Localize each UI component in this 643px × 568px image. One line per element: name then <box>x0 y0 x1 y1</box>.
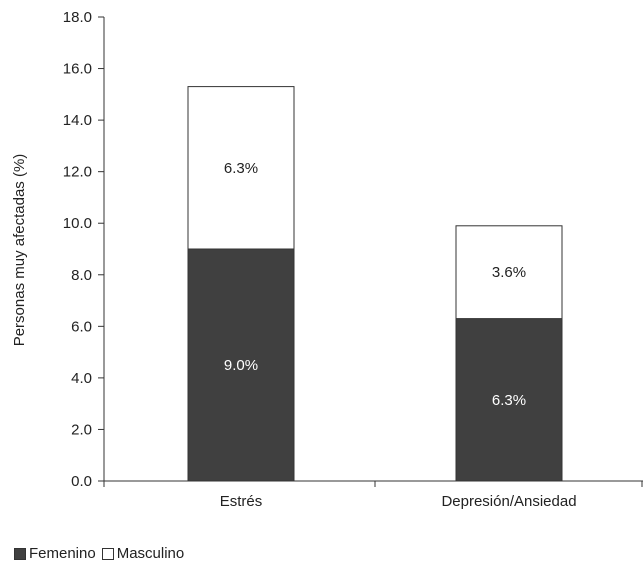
bar-segment-femenino <box>455 318 563 482</box>
data-labels: 9.0% 6.3% 6.3% 3.6% <box>224 160 526 409</box>
y-tick-label: 2.0 <box>71 421 92 438</box>
legend-swatch-femenino <box>14 547 26 560</box>
legend-item-femenino: Femenino <box>14 545 96 562</box>
x-tick-label: Estrés <box>220 493 263 510</box>
bar-segment-femenino <box>187 248 295 482</box>
legend-swatch-masculino <box>101 547 114 560</box>
y-tick-label: 8.0 <box>71 267 92 284</box>
y-axis: 0.0 2.0 4.0 6.0 8.0 10.0 12.0 14.0 16.0 18.0 <box>63 9 105 490</box>
y-tick-label: 18.0 <box>63 9 92 26</box>
data-label: 3.6% <box>492 264 526 281</box>
x-axis: Estrés Depresión/Ansiedad <box>103 480 643 510</box>
legend-label-masculino: Masculino <box>116 545 185 562</box>
y-axis-title: Personas muy afectadas (%) <box>11 154 28 347</box>
bars <box>187 86 563 482</box>
data-label: 9.0% <box>224 357 258 374</box>
legend: Femenino Masculino <box>14 545 190 562</box>
legend-item-masculino: Masculino <box>101 545 185 562</box>
y-tick-label: 10.0 <box>63 215 92 232</box>
bar-segment-masculino <box>187 86 295 250</box>
legend-label-femenino: Femenino <box>29 545 96 562</box>
y-tick-label: 0.0 <box>71 473 92 490</box>
bar-segment-masculino <box>455 225 563 320</box>
x-tick-label: Depresión/Ansiedad <box>441 493 576 510</box>
y-tick-label: 6.0 <box>71 318 92 335</box>
y-tick-label: 14.0 <box>63 112 92 129</box>
data-label: 6.3% <box>224 160 258 177</box>
data-label: 6.3% <box>492 392 526 409</box>
y-tick-label: 12.0 <box>63 164 92 181</box>
y-tick-label: 16.0 <box>63 61 92 78</box>
y-tick-label: 4.0 <box>71 370 92 387</box>
